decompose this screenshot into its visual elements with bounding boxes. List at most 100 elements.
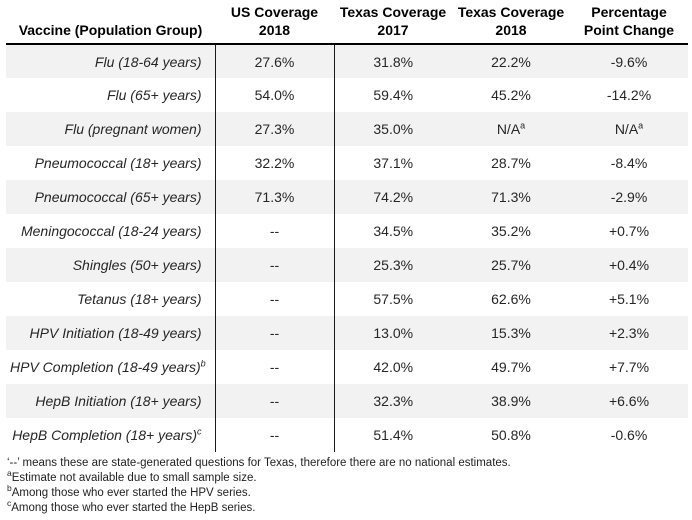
vaccine-label-cell: Flu (65+ years): [6, 78, 215, 112]
texas-2018-cell: 22.2%: [452, 44, 570, 78]
col-header-us-line2: 2018: [258, 21, 291, 38]
texas-2018-superscript: a: [520, 120, 526, 131]
texas-2018-value: 62.6%: [491, 291, 531, 307]
us-coverage-value: --: [269, 427, 280, 443]
change-value: +7.7%: [608, 359, 650, 375]
col-header-us-coverage-2018: US Coverage 2018: [215, 0, 334, 45]
col-header-chg-line2: Point Change: [583, 21, 675, 38]
texas-2017-value: 51.4%: [373, 427, 414, 443]
vaccine-coverage-table: Vaccine (Population Group) US Coverage 20…: [6, 0, 688, 452]
texas-2018-cell: 38.9%: [452, 384, 570, 418]
us-coverage-cell: 27.6%: [214, 44, 335, 78]
texas-2018-value: 71.3%: [491, 189, 531, 205]
us-coverage-cell: --: [214, 282, 335, 316]
texas-2018-value: 45.2%: [491, 87, 531, 103]
vaccine-label-cell: Pneumococcal (65+ years): [6, 180, 215, 214]
texas-2018-value: 25.7%: [491, 257, 531, 273]
col-header-percentage-point-change: Percentage Point Change: [570, 0, 688, 45]
col-header-chg-line1: Percentage: [591, 4, 667, 20]
change-value: +0.7%: [608, 223, 650, 239]
us-coverage-cell: --: [214, 384, 335, 418]
us-coverage-cell: --: [214, 418, 335, 452]
footnote-text: Among those who ever started the HepB se…: [11, 501, 256, 514]
table-row: HepB Completion (18+ years)c -- 51.4% 50…: [6, 418, 688, 452]
texas-2018-value: 38.9%: [491, 393, 531, 409]
vaccine-label-superscript: b: [200, 358, 206, 369]
texas-2017-cell: 59.4%: [334, 78, 452, 112]
vaccine-label: Flu (18-64 years): [94, 53, 202, 70]
vaccine-label-cell: Shingles (50+ years): [6, 248, 215, 282]
us-coverage-value: --: [269, 359, 280, 375]
texas-2017-cell: 51.4%: [334, 418, 452, 452]
texas-2017-cell: 35.0%: [334, 112, 452, 146]
texas-2017-value: 13.0%: [373, 325, 414, 341]
change-value: +0.4%: [608, 257, 650, 273]
table-row: Meningococcal (18-24 years) -- 34.5% 35.…: [6, 214, 688, 248]
us-coverage-value: --: [269, 223, 280, 239]
change-value: N/A: [614, 121, 639, 137]
texas-2017-value: 25.3%: [373, 257, 414, 273]
change-value: -0.6%: [610, 427, 648, 443]
footnote-superscript: a: [7, 468, 12, 479]
table-row: Flu (65+ years) 54.0% 59.4% 45.2% -14.2%: [6, 78, 688, 112]
col-header-us-line1: US Coverage: [230, 4, 319, 20]
table-row: Pneumococcal (65+ years) 71.3% 74.2% 71.…: [6, 180, 688, 214]
change-value: -9.6%: [610, 53, 648, 70]
us-coverage-value: --: [269, 291, 280, 307]
texas-2017-cell: 42.0%: [334, 350, 452, 384]
vaccine-label: Tetanus (18+ years): [77, 291, 202, 307]
footnotes: ‘--’ means these are state-generated que…: [6, 452, 688, 516]
change-cell: +5.1%: [570, 282, 688, 316]
vaccine-label-cell: HepB Completion (18+ years)c: [6, 418, 215, 452]
texas-2018-cell: 28.7%: [452, 146, 570, 180]
vaccine-label: Flu (65+ years): [106, 87, 202, 103]
change-value: +6.6%: [608, 393, 650, 409]
col-header-texas-coverage-2017: Texas Coverage 2017: [334, 0, 452, 45]
footnote-c: cAmong those who ever started the HepB s…: [7, 499, 688, 516]
change-cell: -8.4%: [570, 146, 688, 180]
us-coverage-cell: --: [214, 248, 335, 282]
table-row: Flu (pregnant women) 27.3% 35.0% N/Aa N/…: [6, 112, 688, 146]
texas-2018-cell: 25.7%: [452, 248, 570, 282]
footnote-dashes: ‘--’ means these are state-generated que…: [7, 456, 688, 471]
texas-2017-cell: 31.8%: [334, 44, 452, 78]
texas-2017-cell: 32.3%: [334, 384, 452, 418]
table-row: HPV Initiation (18-49 years) -- 13.0% 15…: [6, 316, 688, 350]
texas-2018-cell: N/Aa: [452, 112, 570, 146]
texas-2018-cell: 49.7%: [452, 350, 570, 384]
table-row: HepB Initiation (18+ years) -- 32.3% 38.…: [6, 384, 688, 418]
vaccine-label: Flu (pregnant women): [64, 121, 202, 137]
change-value: +5.1%: [608, 291, 650, 307]
vaccine-label-superscript: c: [197, 426, 202, 437]
texas-2017-value: 42.0%: [373, 359, 414, 375]
vaccine-label-cell: Meningococcal (18-24 years): [6, 214, 215, 248]
vaccine-label-cell: HepB Initiation (18+ years): [6, 384, 215, 418]
texas-2017-cell: 74.2%: [334, 180, 452, 214]
col-header-tx17-line1: Texas Coverage: [339, 4, 447, 20]
table-header-row: Vaccine (Population Group) US Coverage 20…: [6, 0, 688, 45]
us-coverage-cell: --: [214, 214, 335, 248]
texas-2017-value: 32.3%: [373, 393, 414, 409]
change-cell: -2.9%: [570, 180, 688, 214]
vaccine-label-cell: HPV Completion (18-49 years)b: [6, 350, 215, 384]
texas-2018-cell: 35.2%: [452, 214, 570, 248]
col-header-vaccine: Vaccine (Population Group): [6, 0, 215, 45]
vaccine-label: HPV Completion (18-49 years): [10, 359, 201, 375]
col-header-tx17-line2: 2017: [377, 21, 409, 38]
change-cell: -9.6%: [570, 44, 688, 78]
vaccine-label-cell: Flu (18-64 years): [6, 44, 215, 78]
vaccine-label: HepB Completion (18+ years): [12, 427, 197, 443]
change-cell: -14.2%: [570, 78, 688, 112]
texas-2017-cell: 34.5%: [334, 214, 452, 248]
us-coverage-value: 54.0%: [254, 87, 295, 103]
texas-2018-value: 28.7%: [491, 155, 531, 171]
vaccine-label: HepB Initiation (18+ years): [35, 393, 202, 409]
texas-2017-value: 34.5%: [373, 223, 414, 239]
change-cell: -0.6%: [570, 418, 688, 452]
texas-2018-cell: 50.8%: [452, 418, 570, 452]
us-coverage-cell: --: [214, 350, 335, 384]
us-coverage-cell: --: [214, 316, 335, 350]
change-value: -2.9%: [610, 189, 648, 205]
vaccine-label: Pneumococcal (65+ years): [34, 189, 202, 205]
texas-2018-value: 15.3%: [491, 325, 531, 341]
